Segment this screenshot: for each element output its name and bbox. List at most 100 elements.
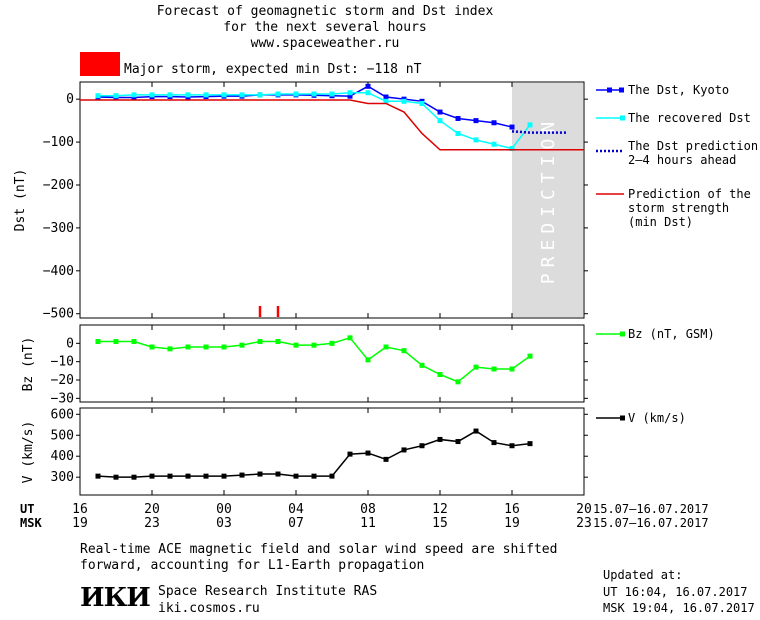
series-bz-nt-gsm-point — [167, 346, 173, 352]
series-the-dst-kyoto-point — [455, 115, 461, 121]
series-the-recovered-dst-point — [455, 130, 461, 136]
series-v-km-s-point — [509, 443, 515, 449]
institute-link[interactable]: iki.cosmos.ru — [158, 601, 260, 616]
series-the-dst-kyoto-point — [383, 94, 389, 100]
bz-ytick-label: −20 — [51, 373, 74, 388]
legend-dst-recovered-marker — [620, 115, 625, 121]
ut-tick-label: 00 — [216, 502, 232, 517]
dst-ytick-label: −300 — [43, 221, 74, 236]
legend-bz: Bz (nT, GSM) — [628, 327, 715, 341]
series-v-km-s-point — [221, 473, 227, 479]
ut-tick-label: 20 — [144, 502, 160, 517]
series-the-recovered-dst-point — [131, 92, 137, 98]
series-bz-nt-gsm-point — [113, 339, 119, 344]
series-the-dst-kyoto-line — [97, 85, 513, 128]
legend-dst-kyoto: The Dst, Kyoto — [628, 83, 729, 97]
dst-panel-frame — [79, 81, 585, 319]
msk-tick-label: 23 — [576, 516, 592, 531]
series-the-dst-kyoto-point — [473, 118, 479, 124]
series-v-km-s-point — [455, 439, 461, 445]
legend: The Dst, Kyoto The recovered Dst The Dst… — [596, 83, 758, 425]
series-the-recovered-dst-point — [383, 98, 389, 104]
v-ytick-label: 300 — [51, 470, 74, 485]
series-bz-nt-gsm-point — [275, 339, 281, 344]
chart-title-url: www.spaceweather.ru — [250, 36, 400, 51]
series-bz-nt-gsm-point — [437, 372, 443, 377]
series-v-km-s-point — [401, 447, 407, 453]
series-bz-nt-gsm-point — [527, 353, 533, 359]
series-bz-nt-gsm-point — [383, 344, 389, 350]
dst-axis-label: Dst (nT) — [13, 169, 28, 232]
series-the-dst-prediction-2-4-hours-ahead-line — [511, 130, 566, 134]
series-the-recovered-dst-point — [167, 92, 173, 98]
series-the-recovered-dst-point — [185, 92, 191, 98]
series-bz-nt-gsm-point — [203, 344, 209, 350]
series-v-km-s-point — [149, 473, 155, 479]
legend-dst-kyoto-marker-2 — [619, 87, 624, 93]
legend-v-marker — [620, 415, 625, 421]
series-v-km-s-point — [419, 443, 425, 449]
series-the-recovered-dst-point — [257, 92, 263, 98]
legend-storm-strength-l2: storm strength — [628, 201, 729, 215]
series-the-recovered-dst-point — [311, 91, 317, 97]
footer-note-line2: forward, accounting for L1-Earth propaga… — [80, 558, 425, 573]
series-v-km-s-point — [257, 471, 263, 477]
series-the-dst-kyoto-point — [131, 94, 137, 100]
dst-ytick-label: −200 — [43, 178, 74, 193]
bz-axis-label: Bz (nT) — [21, 337, 36, 392]
series-bz-nt-gsm-point — [95, 339, 101, 344]
series-the-recovered-dst-point — [203, 92, 209, 98]
storm-level-label: Major storm, expected min Dst: −118 nT — [124, 62, 422, 77]
series-bz-nt-gsm-point — [131, 339, 137, 344]
series-v-km-s-point — [95, 473, 101, 479]
series-v-km-s-point — [131, 474, 137, 480]
msk-tick-label: 07 — [288, 516, 304, 531]
series-bz-nt-gsm-point — [311, 342, 317, 348]
ut-row-label: UT — [20, 502, 34, 516]
series-v-km-s-point — [167, 473, 173, 479]
series-v-km-s-point — [185, 473, 191, 479]
series-bz-nt-gsm-point — [473, 364, 479, 370]
bz-ytick-label: 0 — [66, 336, 74, 351]
legend-dst-recovered: The recovered Dst — [628, 111, 751, 125]
msk-date-range: 15.07–16.07.2017 — [593, 516, 709, 530]
msk-tick-label: 03 — [216, 516, 232, 531]
bz-ytick-label: −30 — [51, 391, 74, 406]
storm-level-swatch — [80, 52, 120, 76]
series-prediction-of-the-storm-strength-min-dst-line — [80, 99, 584, 151]
series-v-km-s-point — [239, 472, 245, 478]
series-the-recovered-dst-point — [509, 146, 515, 152]
chart-title-line2: for the next several hours — [223, 20, 427, 35]
legend-dst-prediction-l1: The Dst prediction — [628, 139, 758, 153]
series-the-recovered-dst-point — [293, 91, 299, 97]
dst-ytick-label: 0 — [66, 92, 74, 107]
iki-logo[interactable]: ИКИ — [80, 583, 151, 613]
series-the-dst-kyoto-point — [437, 109, 443, 115]
series-the-recovered-dst-point — [329, 91, 335, 97]
legend-storm-strength-l1: Prediction of the — [628, 187, 751, 201]
msk-tick-label: 23 — [144, 516, 160, 531]
prediction-zone-label: PREDICTION — [538, 116, 559, 284]
series-v-km-s-point — [113, 474, 119, 480]
series-v-km-s-point — [365, 450, 371, 456]
series-v-km-s-point — [275, 471, 281, 477]
series-the-recovered-dst-point — [437, 118, 443, 124]
series-the-recovered-dst-point — [275, 91, 281, 97]
series-the-recovered-dst-point — [95, 93, 101, 99]
ut-tick-label: 08 — [360, 502, 376, 517]
series-bz-nt-gsm-point — [149, 344, 155, 350]
series-the-recovered-dst-point — [401, 98, 407, 104]
series-the-dst-kyoto-point — [491, 120, 497, 126]
ut-date-range: 15.07–16.07.2017 — [593, 502, 709, 516]
series-the-dst-kyoto-point — [347, 93, 353, 99]
series-the-recovered-dst-point — [419, 100, 425, 106]
dst-ytick-label: −100 — [43, 135, 74, 150]
updated-msk: MSK 19:04, 16.07.2017 — [603, 601, 755, 615]
series-v-km-s-point — [527, 441, 533, 447]
legend-dst-kyoto-marker — [607, 87, 612, 93]
dst-ytick-label: −400 — [43, 264, 74, 279]
series-the-recovered-dst-point — [365, 90, 371, 96]
dst-ytick-label: −500 — [43, 307, 74, 322]
institute-name: Space Research Institute RAS — [158, 584, 378, 599]
